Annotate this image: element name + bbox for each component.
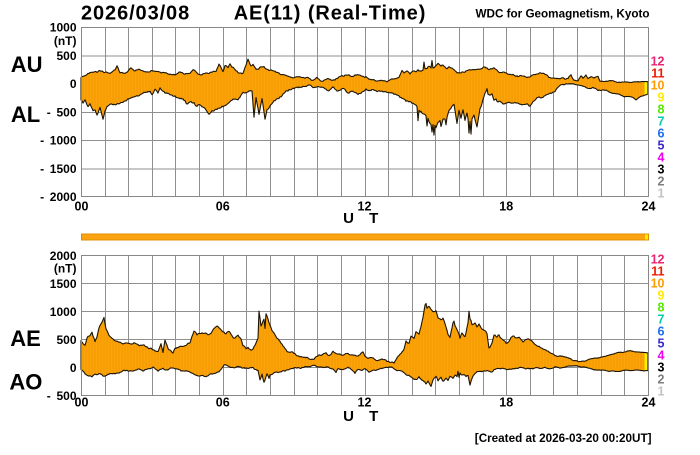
svg-text:AE: AE bbox=[10, 326, 41, 351]
svg-text:[Created at 2026-03-20 00:20UT: [Created at 2026-03-20 00:20UT] bbox=[475, 432, 652, 445]
svg-text:4: 4 bbox=[658, 151, 665, 165]
svg-text:00: 00 bbox=[75, 200, 89, 214]
svg-text:11: 11 bbox=[651, 67, 664, 81]
svg-text:11: 11 bbox=[651, 265, 664, 279]
svg-text:06: 06 bbox=[216, 200, 230, 214]
svg-text:500: 500 bbox=[56, 49, 76, 63]
svg-text:12: 12 bbox=[358, 200, 372, 214]
svg-text:1: 1 bbox=[658, 187, 665, 201]
svg-text:7: 7 bbox=[658, 313, 665, 327]
svg-text:6: 6 bbox=[658, 325, 665, 339]
svg-text:1: 1 bbox=[658, 385, 665, 399]
svg-text:24: 24 bbox=[642, 200, 656, 214]
svg-text:2: 2 bbox=[658, 373, 665, 387]
svg-text:- 1000: - 1000 bbox=[40, 134, 77, 148]
svg-text:12: 12 bbox=[651, 253, 665, 267]
svg-text:AO: AO bbox=[9, 369, 42, 394]
svg-text:3: 3 bbox=[658, 361, 665, 375]
svg-text:- 500: - 500 bbox=[47, 389, 77, 403]
svg-text:2: 2 bbox=[658, 175, 665, 189]
svg-text:1500: 1500 bbox=[50, 277, 77, 291]
svg-text:2000: 2000 bbox=[50, 249, 77, 263]
svg-text:00: 00 bbox=[75, 395, 89, 409]
svg-text:5: 5 bbox=[658, 337, 665, 351]
svg-text:U T: U T bbox=[343, 210, 384, 227]
svg-text:18: 18 bbox=[499, 200, 513, 214]
svg-text:10: 10 bbox=[651, 277, 665, 291]
svg-text:10: 10 bbox=[651, 79, 665, 93]
svg-text:2026/03/08: 2026/03/08 bbox=[81, 2, 190, 24]
svg-text:12: 12 bbox=[651, 55, 665, 69]
svg-text:U T: U T bbox=[343, 408, 384, 425]
svg-text:1000: 1000 bbox=[50, 20, 77, 34]
svg-text:WDC for Geomagnetism, Kyoto: WDC for Geomagnetism, Kyoto bbox=[475, 7, 649, 20]
svg-text:7: 7 bbox=[658, 115, 665, 129]
svg-text:4: 4 bbox=[658, 349, 665, 363]
svg-text:- 1500: - 1500 bbox=[40, 162, 77, 176]
svg-text:5: 5 bbox=[658, 139, 665, 153]
svg-text:0: 0 bbox=[70, 361, 77, 375]
svg-text:- 2000: - 2000 bbox=[40, 190, 77, 204]
svg-text:AL: AL bbox=[11, 102, 40, 127]
svg-text:AU: AU bbox=[11, 52, 43, 77]
svg-text:3: 3 bbox=[658, 163, 665, 177]
svg-text:24: 24 bbox=[642, 395, 656, 409]
svg-text:8: 8 bbox=[658, 301, 665, 315]
svg-text:18: 18 bbox=[499, 395, 513, 409]
svg-text:9: 9 bbox=[658, 91, 665, 105]
svg-text:(nT): (nT) bbox=[54, 262, 77, 276]
svg-text:(nT): (nT) bbox=[54, 34, 77, 48]
svg-text:6: 6 bbox=[658, 127, 665, 141]
svg-text:0: 0 bbox=[70, 77, 77, 91]
svg-text:1000: 1000 bbox=[50, 305, 77, 319]
svg-text:12: 12 bbox=[358, 395, 372, 409]
svg-text:8: 8 bbox=[658, 103, 665, 117]
svg-text:- 500: - 500 bbox=[47, 105, 77, 119]
svg-text:AE(11) (Real-Time): AE(11) (Real-Time) bbox=[234, 2, 427, 24]
svg-text:9: 9 bbox=[658, 289, 665, 303]
svg-text:500: 500 bbox=[56, 333, 76, 347]
svg-text:06: 06 bbox=[216, 395, 230, 409]
